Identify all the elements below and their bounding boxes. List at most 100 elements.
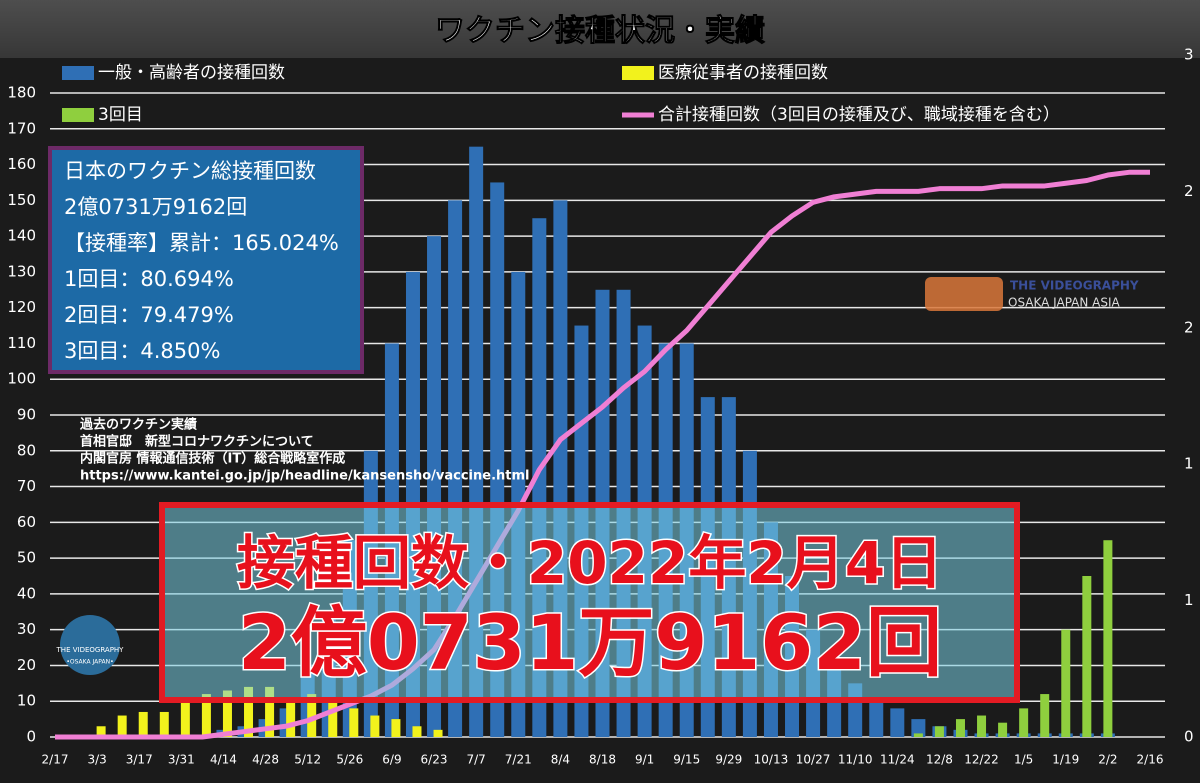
info-line: 2回目：79.479%	[64, 303, 234, 327]
x-tick-label: 7/21	[505, 753, 532, 767]
bar	[1103, 540, 1113, 737]
bar	[349, 708, 359, 737]
y-tick-label: 150	[7, 191, 36, 209]
bar	[370, 715, 380, 737]
banner-box	[159, 502, 1020, 703]
title-band	[0, 0, 1200, 58]
y-tick-label: 130	[7, 262, 36, 280]
x-tick-label: 4/28	[252, 753, 279, 767]
bar	[977, 715, 987, 737]
y2-tick-label: 3	[1184, 46, 1194, 64]
bar	[1082, 576, 1092, 737]
legend-swatch	[62, 108, 94, 122]
y2-tick-label: 0	[1184, 728, 1194, 746]
x-tick-label: 2/17	[42, 753, 69, 767]
x-tick-label: 9/15	[673, 753, 700, 767]
x-tick-label: 1/19	[1052, 753, 1079, 767]
legend-label: 医療従事者の接種回数	[658, 63, 828, 83]
logo	[60, 615, 120, 675]
x-tick-label: 5/12	[294, 753, 321, 767]
bar	[869, 701, 884, 737]
bar	[328, 701, 338, 737]
x-tick-label: 3/17	[126, 753, 153, 767]
bar	[159, 711, 169, 737]
x-tick-label: 12/8	[926, 753, 953, 767]
legend-label: 3回目	[98, 105, 143, 125]
bar	[1040, 694, 1050, 737]
total-line	[55, 169, 1150, 740]
x-tick-label: 1/5	[1014, 753, 1033, 767]
y-tick-label: 110	[7, 334, 36, 352]
bar	[307, 694, 317, 737]
bar	[180, 701, 190, 737]
y-tick-label: 70	[17, 477, 36, 495]
bar	[117, 715, 127, 737]
x-tick-label: 2/16	[1137, 753, 1164, 767]
x-tick-label: 10/27	[796, 753, 831, 767]
bar	[138, 711, 148, 737]
x-tick-label: 6/9	[382, 753, 401, 767]
bar	[911, 719, 926, 737]
x-tick-label: 9/1	[635, 753, 654, 767]
x-tick-label: 10/13	[754, 753, 789, 767]
info-line: 1回目：80.694%	[64, 267, 234, 291]
info-line: 3回目：4.850%	[64, 339, 220, 363]
x-tick-label: 8/4	[551, 753, 570, 767]
y-tick-label: 180	[7, 84, 36, 102]
logo	[925, 277, 1003, 311]
bar	[391, 719, 401, 737]
legend-label: 一般・高齢者の接種回数	[98, 63, 285, 83]
y-tick-label: 160	[7, 155, 36, 173]
y-tick-label: 0	[26, 728, 36, 746]
bar	[222, 690, 232, 737]
watermark: •OSAKA JAPAN•	[66, 659, 113, 666]
info-line: 【接種率】累計：165.024%	[64, 231, 339, 255]
y-tick-label: 80	[17, 441, 36, 459]
x-tick-label: 7/7	[466, 753, 485, 767]
watermark: THE VIDEOGRAPHY	[1010, 279, 1139, 293]
y2-tick-label: 2	[1184, 318, 1194, 336]
bar	[913, 733, 923, 737]
y-tick-label: 170	[7, 119, 36, 137]
x-tick-label: 3/31	[168, 753, 195, 767]
banner-line: 2億0731万9162回	[238, 598, 942, 687]
y-tick-label: 40	[17, 584, 36, 602]
bar	[433, 729, 443, 737]
x-tick-label: 3/3	[87, 753, 106, 767]
y-tick-label: 20	[17, 656, 36, 674]
bar	[244, 686, 254, 737]
x-tick-label: 5/26	[336, 753, 363, 767]
x-tick-label: 12/22	[964, 753, 999, 767]
info-line: 2億0731万9162回	[64, 195, 247, 219]
bar	[998, 722, 1008, 737]
legend-label: 合計接種回数（3回目の接種及び、職域接種を含む）	[658, 105, 1060, 125]
x-tick-label: 11/24	[880, 753, 915, 767]
x-tick-label: 8/18	[589, 753, 616, 767]
source-line: 首相官邸 新型コロナワクチンについて	[80, 434, 314, 450]
bar	[412, 726, 422, 737]
y-tick-label: 140	[7, 227, 36, 245]
y-tick-label: 120	[7, 298, 36, 316]
y-tick-label: 90	[17, 406, 36, 424]
bar	[955, 719, 965, 737]
x-tick-label: 9/29	[715, 753, 742, 767]
x-tick-label: 11/10	[838, 753, 873, 767]
y2-tick-label: 1	[1184, 591, 1194, 609]
legend-swatch	[622, 66, 654, 80]
chart-title: ワクチン接種状況・実績	[435, 14, 765, 49]
x-tick-label: 4/14	[210, 753, 237, 767]
y-tick-label: 10	[17, 692, 36, 710]
info-line: 日本のワクチン総接種回数	[64, 159, 316, 183]
source-line: 過去のワクチン実績	[79, 417, 197, 433]
info-box	[48, 146, 364, 374]
bar	[96, 726, 106, 737]
x-tick-label: 6/23	[421, 753, 448, 767]
watermark: OSAKA JAPAN ASIA	[1008, 296, 1121, 310]
bar	[265, 686, 275, 737]
y2-tick-label: 1	[1184, 455, 1194, 473]
source-line: https://www.kantei.go.jp/jp/headline/kan…	[80, 469, 529, 484]
y-tick-label: 50	[17, 549, 36, 567]
y-tick-label: 30	[17, 620, 36, 638]
bar	[1061, 629, 1071, 737]
